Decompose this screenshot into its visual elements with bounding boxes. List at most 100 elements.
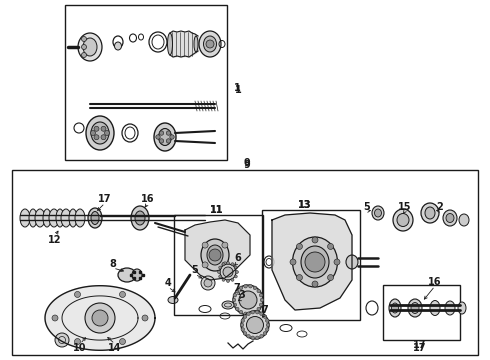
Circle shape <box>233 303 237 307</box>
Ellipse shape <box>246 316 264 333</box>
Circle shape <box>226 261 229 265</box>
Circle shape <box>209 249 221 261</box>
Circle shape <box>263 315 267 319</box>
Circle shape <box>219 275 221 278</box>
Circle shape <box>260 312 263 316</box>
Circle shape <box>244 284 247 288</box>
Circle shape <box>233 293 237 297</box>
Ellipse shape <box>158 129 172 145</box>
Circle shape <box>255 336 259 339</box>
Circle shape <box>239 310 243 314</box>
Ellipse shape <box>91 122 109 144</box>
Ellipse shape <box>430 301 440 315</box>
Circle shape <box>244 312 247 316</box>
Circle shape <box>239 286 243 290</box>
Circle shape <box>296 275 302 280</box>
Ellipse shape <box>239 291 257 309</box>
Text: 3: 3 <box>239 290 245 300</box>
Circle shape <box>85 303 115 333</box>
Circle shape <box>170 135 174 139</box>
Text: 16: 16 <box>141 194 155 204</box>
Ellipse shape <box>393 209 413 231</box>
Text: 4: 4 <box>165 278 172 288</box>
Polygon shape <box>272 213 352 310</box>
Circle shape <box>55 333 69 347</box>
Ellipse shape <box>154 123 176 151</box>
Bar <box>383 285 460 340</box>
Ellipse shape <box>199 31 221 57</box>
Circle shape <box>222 262 228 268</box>
Ellipse shape <box>425 207 435 219</box>
Text: 9: 9 <box>244 158 250 168</box>
Ellipse shape <box>293 237 338 287</box>
Ellipse shape <box>203 36 217 52</box>
Ellipse shape <box>115 42 122 50</box>
Ellipse shape <box>220 264 236 280</box>
Circle shape <box>260 298 264 302</box>
Bar <box>174 215 263 315</box>
Ellipse shape <box>389 299 401 317</box>
Ellipse shape <box>421 203 439 223</box>
Circle shape <box>240 323 244 327</box>
Circle shape <box>231 263 234 266</box>
Ellipse shape <box>132 269 142 281</box>
Ellipse shape <box>78 33 102 61</box>
Circle shape <box>232 298 236 302</box>
Ellipse shape <box>207 245 223 265</box>
Circle shape <box>334 259 340 265</box>
Circle shape <box>266 328 269 331</box>
Ellipse shape <box>346 255 358 269</box>
Polygon shape <box>185 220 250 280</box>
Circle shape <box>206 40 214 48</box>
Text: 8: 8 <box>110 259 117 269</box>
Bar <box>65 5 227 160</box>
Circle shape <box>94 135 99 140</box>
Circle shape <box>159 139 164 143</box>
Circle shape <box>266 319 269 322</box>
Circle shape <box>218 270 220 274</box>
Circle shape <box>101 135 106 140</box>
Circle shape <box>327 275 334 280</box>
Circle shape <box>246 312 250 316</box>
Circle shape <box>52 315 58 321</box>
Ellipse shape <box>131 206 149 230</box>
Text: 11: 11 <box>210 205 224 215</box>
Ellipse shape <box>29 209 37 227</box>
Circle shape <box>248 284 252 288</box>
Circle shape <box>166 139 171 143</box>
Circle shape <box>259 293 263 297</box>
Circle shape <box>201 276 215 290</box>
Ellipse shape <box>443 210 457 226</box>
Circle shape <box>226 279 229 283</box>
Circle shape <box>251 336 254 339</box>
Circle shape <box>236 270 239 274</box>
Circle shape <box>92 310 108 326</box>
Ellipse shape <box>201 239 229 271</box>
Circle shape <box>251 310 254 314</box>
Text: 1: 1 <box>234 83 241 93</box>
Circle shape <box>236 289 239 293</box>
Text: 1: 1 <box>235 85 242 95</box>
Text: 5: 5 <box>192 265 198 275</box>
Text: 6: 6 <box>235 253 242 263</box>
Ellipse shape <box>372 206 384 220</box>
Circle shape <box>120 338 125 345</box>
Text: 16: 16 <box>428 277 442 287</box>
Ellipse shape <box>222 301 234 309</box>
Circle shape <box>266 323 270 327</box>
Ellipse shape <box>20 209 30 227</box>
Ellipse shape <box>233 285 263 315</box>
Polygon shape <box>45 286 155 350</box>
Circle shape <box>202 262 208 268</box>
Circle shape <box>290 259 296 265</box>
Ellipse shape <box>83 38 97 56</box>
Circle shape <box>222 263 225 266</box>
Ellipse shape <box>49 209 59 227</box>
Text: 9: 9 <box>244 160 250 170</box>
Circle shape <box>327 243 334 249</box>
Circle shape <box>257 307 261 311</box>
Text: 17: 17 <box>98 194 112 204</box>
Circle shape <box>202 242 208 248</box>
Circle shape <box>312 237 318 243</box>
Ellipse shape <box>397 213 409 226</box>
